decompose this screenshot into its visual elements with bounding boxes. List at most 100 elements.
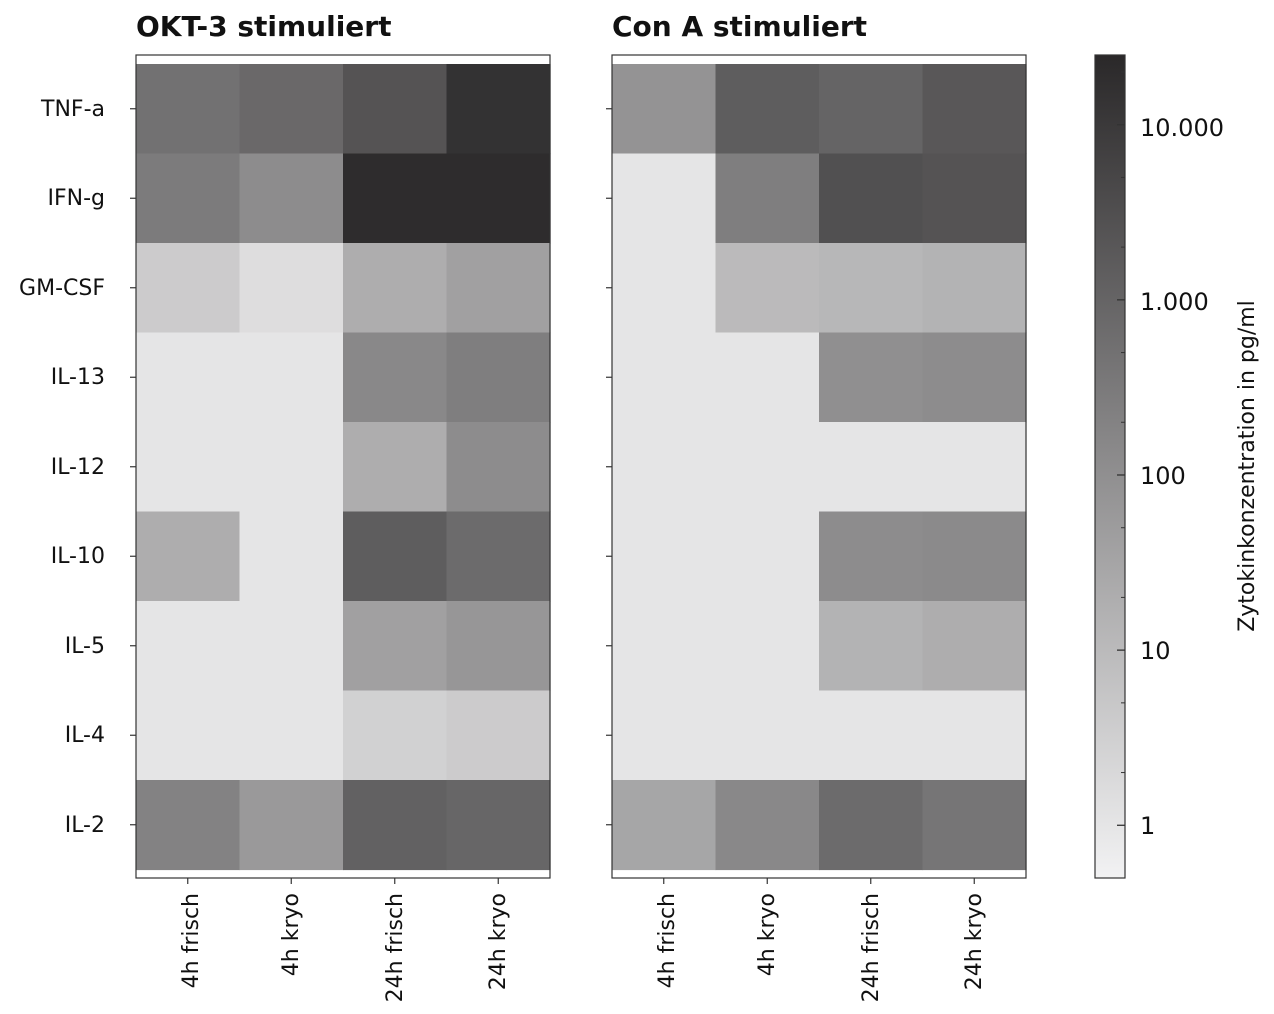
heatmap-cell	[612, 64, 717, 155]
heatmap-cell	[819, 511, 924, 602]
heatmap-cell	[612, 422, 717, 513]
panel-frame-okt3	[135, 54, 551, 879]
heatmap-cell	[239, 511, 344, 602]
heatmap-cell	[715, 511, 820, 602]
heatmap-cell	[239, 780, 344, 871]
heatmap-cell	[239, 422, 344, 513]
colorbar-title: Zytokinkonzentration in pg/ml	[1235, 300, 1260, 632]
heatmap-cell	[715, 153, 820, 244]
heatmap-cell	[343, 332, 448, 423]
row-label: IFN-g	[47, 186, 105, 211]
heatmap-cell	[136, 64, 241, 155]
row-label: IL-2	[65, 813, 105, 838]
heatmap-cell	[922, 153, 1027, 244]
heatmap-cell	[715, 601, 820, 692]
heatmap-cell	[446, 332, 551, 423]
heatmap-cell	[715, 780, 820, 871]
heatmap-cell	[715, 64, 820, 155]
heatmap-cell	[446, 780, 551, 871]
heatmap-cell	[922, 64, 1027, 155]
heatmap-cell	[922, 690, 1027, 781]
heatmap-cell	[343, 780, 448, 871]
column-label: 24h kryo	[486, 893, 511, 990]
colorbar-tick-label: 10	[1140, 637, 1171, 665]
colorbar-tick-label: 1	[1140, 812, 1155, 840]
panel-okt3: OKT-3 stimuliert TNF-a IFN-g GM-CSF IL-1…	[19, 10, 551, 1002]
row-label: IL-4	[65, 723, 105, 748]
heatmap-cell	[715, 422, 820, 513]
heatmap-cell	[239, 153, 344, 244]
colorbar: 10.000 1.000 100 10 1 Zytokinkonzentrati…	[1094, 54, 1260, 879]
heatmap-cell	[819, 64, 924, 155]
colorbar-tick-label: 1.000	[1140, 288, 1209, 316]
heatmap-cell	[922, 780, 1027, 871]
heatmap-cell	[239, 690, 344, 781]
heatmap-cell	[612, 243, 717, 334]
colorbar-labels: 10.000 1.000 100 10 1	[1140, 114, 1224, 840]
colorbar-scale	[1094, 54, 1126, 879]
row-label: GM-CSF	[19, 276, 105, 301]
column-label: 24h frisch	[383, 893, 408, 1002]
row-label: TNF-a	[40, 97, 105, 122]
row-labels-okt3: TNF-a IFN-g GM-CSF IL-13 IL-12 IL-10 IL-…	[19, 97, 105, 838]
heatmap-cell	[446, 243, 551, 334]
heatmap-cells-okt3	[130, 64, 551, 884]
heatmap-cell	[922, 601, 1027, 692]
heatmap-cell	[136, 780, 241, 871]
heatmap-cell	[343, 243, 448, 334]
heatmap-cell	[819, 153, 924, 244]
heatmap-cell	[715, 690, 820, 781]
row-label: IL-5	[65, 634, 105, 659]
heatmap-cell	[136, 511, 241, 602]
heatmap-cell	[446, 511, 551, 602]
panel-frame-con-a	[611, 54, 1027, 879]
column-label: 24h kryo	[962, 893, 987, 990]
heatmap-cell	[612, 332, 717, 423]
heatmap-cell	[343, 153, 448, 244]
heatmap-cell	[819, 332, 924, 423]
heatmap-cell	[612, 780, 717, 871]
column-label: 4h kryo	[279, 893, 304, 976]
heatmap-cell	[819, 601, 924, 692]
colorbar-tick-label: 10.000	[1140, 114, 1224, 142]
heatmap-cell	[239, 332, 344, 423]
heatmap-cell	[136, 690, 241, 781]
heatmap-cell	[239, 601, 344, 692]
heatmap-cells-con-a	[606, 64, 1027, 884]
heatmap-cell	[612, 511, 717, 602]
heatmap-cell	[343, 422, 448, 513]
column-labels-okt3: 4h frisch 4h kryo 24h frisch 24h kryo	[179, 893, 511, 1002]
heatmap-cell	[136, 153, 241, 244]
heatmap-cell	[922, 511, 1027, 602]
heatmap-cell	[136, 422, 241, 513]
heatmap-cell	[343, 690, 448, 781]
row-label: IL-12	[51, 455, 105, 480]
column-labels-con-a: 4h frisch 4h kryo 24h frisch 24h kryo	[655, 893, 987, 1002]
heatmap-cell	[715, 332, 820, 423]
heatmap-cell	[343, 601, 448, 692]
heatmap-cell	[612, 690, 717, 781]
heatmap-cell	[343, 511, 448, 602]
column-label: 4h frisch	[179, 893, 204, 988]
column-label: 4h frisch	[655, 893, 680, 988]
heatmap-cell	[819, 243, 924, 334]
heatmap-cell	[239, 243, 344, 334]
heatmap-cell	[446, 601, 551, 692]
heatmap-cell	[819, 422, 924, 513]
heatmap-cell	[922, 243, 1027, 334]
row-label: IL-10	[51, 544, 105, 569]
panel-title-okt3: OKT-3 stimuliert	[136, 10, 391, 43]
heatmap-cell	[446, 690, 551, 781]
heatmap-cell	[819, 780, 924, 871]
panel-title-con-a: Con A stimuliert	[612, 10, 867, 43]
heatmap-cell	[343, 64, 448, 155]
heatmap-cell	[446, 422, 551, 513]
colorbar-ticks	[1117, 71, 1125, 826]
heatmap-cell	[819, 690, 924, 781]
heatmap-cell	[715, 243, 820, 334]
heatmap-cell	[612, 153, 717, 244]
panel-con-a: Con A stimuliert 4h frisch 4h kryo 24h f…	[606, 10, 1027, 1002]
row-label: IL-13	[51, 365, 105, 390]
heatmap-cell	[239, 64, 344, 155]
